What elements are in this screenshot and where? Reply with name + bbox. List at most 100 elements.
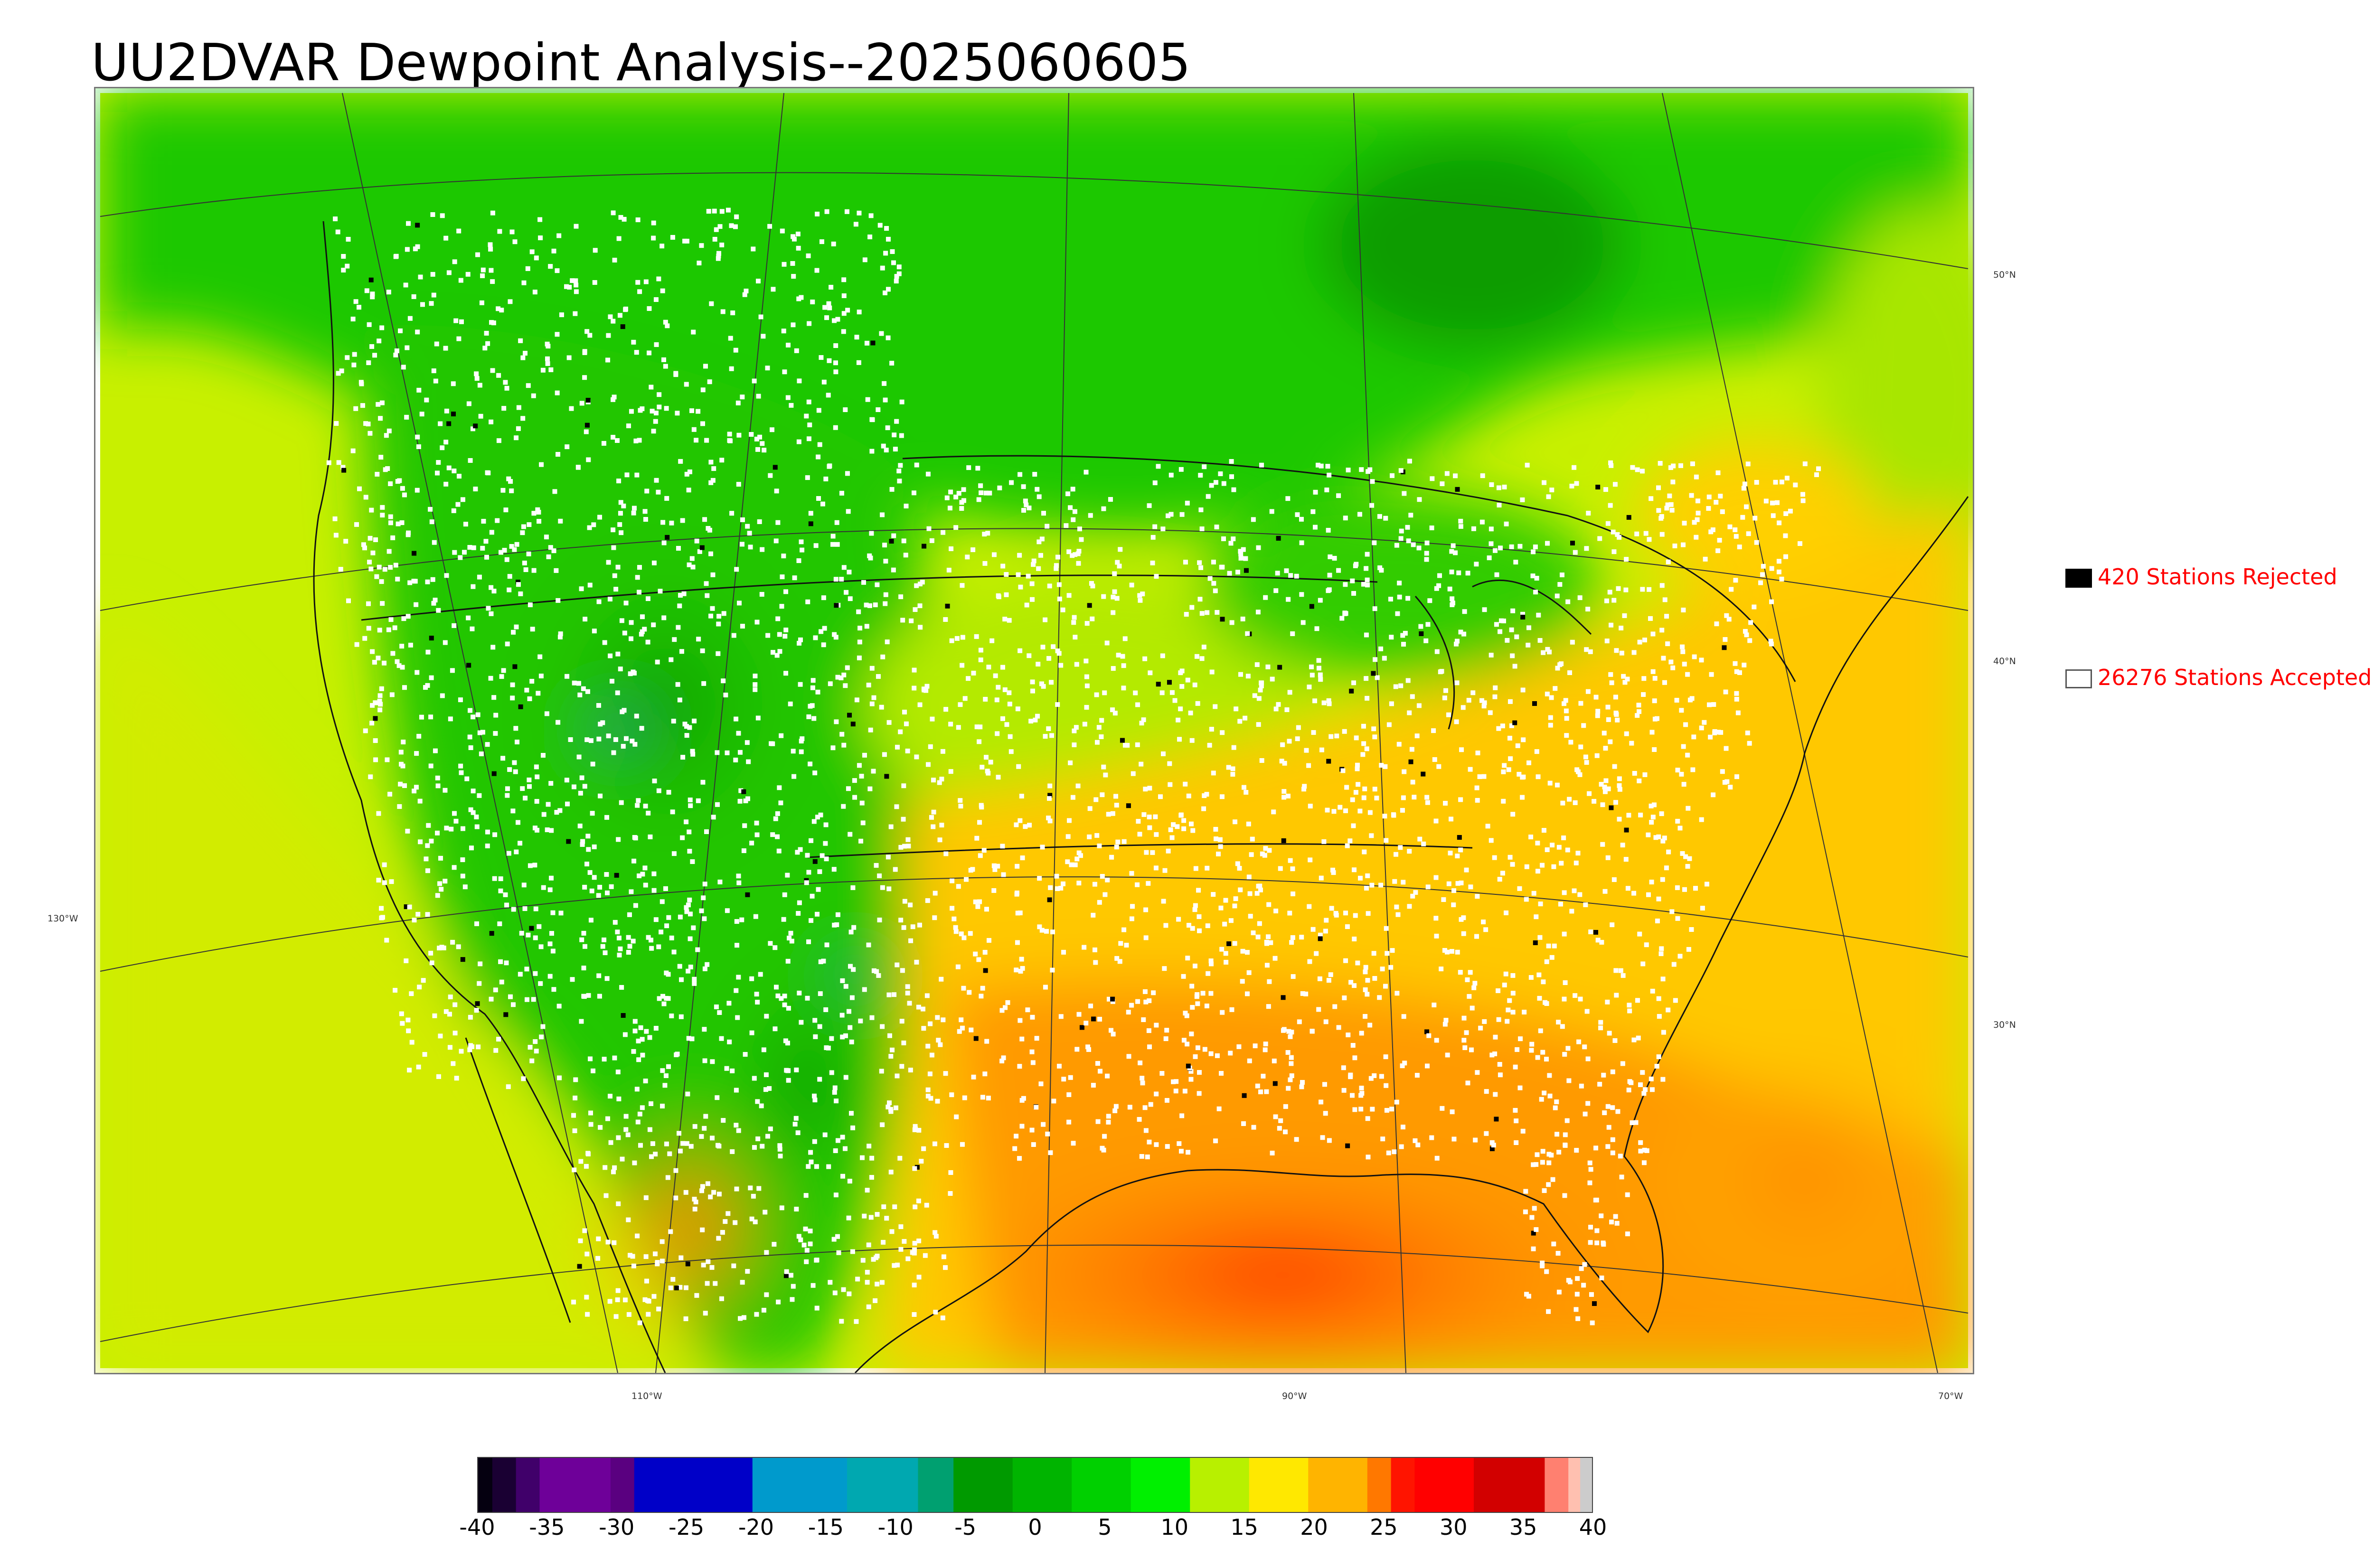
accepted-station-marker bbox=[388, 520, 393, 526]
accepted-station-marker bbox=[898, 463, 903, 468]
accepted-station-marker bbox=[1528, 835, 1534, 840]
accepted-station-marker bbox=[1031, 562, 1036, 567]
rejected-station-marker bbox=[884, 774, 889, 779]
accepted-station-marker bbox=[928, 1096, 933, 1101]
accepted-station-marker bbox=[874, 969, 879, 974]
accepted-station-marker bbox=[452, 469, 457, 474]
accepted-station-marker bbox=[701, 1262, 706, 1268]
accepted-station-marker bbox=[1281, 789, 1287, 794]
accepted-station-marker bbox=[474, 1008, 479, 1013]
accepted-station-marker bbox=[1558, 901, 1563, 907]
accepted-station-marker bbox=[1288, 1077, 1293, 1082]
accepted-station-marker bbox=[402, 783, 407, 788]
accepted-station-marker bbox=[1618, 968, 1623, 973]
accepted-station-marker bbox=[476, 1044, 481, 1050]
accepted-station-marker bbox=[1537, 995, 1542, 1001]
accepted-station-marker bbox=[1318, 677, 1323, 682]
accepted-station-marker bbox=[1597, 1081, 1602, 1087]
accepted-station-marker bbox=[840, 1135, 845, 1140]
accepted-station-marker bbox=[503, 507, 509, 513]
accepted-station-marker bbox=[928, 1021, 933, 1026]
accepted-station-marker bbox=[905, 984, 910, 989]
accepted-station-marker bbox=[824, 315, 829, 320]
accepted-station-marker bbox=[452, 865, 457, 870]
accepted-station-marker bbox=[686, 1036, 691, 1041]
accepted-station-marker bbox=[1036, 661, 1041, 667]
accepted-station-marker bbox=[1238, 555, 1244, 561]
accepted-station-marker bbox=[1641, 692, 1646, 697]
accepted-station-marker bbox=[425, 579, 430, 584]
accepted-station-marker bbox=[1365, 873, 1370, 878]
accepted-station-marker bbox=[1137, 1117, 1142, 1122]
accepted-station-marker bbox=[986, 1096, 991, 1101]
accepted-station-marker bbox=[1036, 539, 1042, 545]
accepted-station-marker bbox=[865, 1280, 870, 1285]
accepted-station-marker bbox=[815, 689, 820, 695]
accepted-station-marker bbox=[1769, 566, 1774, 571]
accepted-station-marker bbox=[611, 319, 616, 324]
accepted-station-marker bbox=[1555, 666, 1560, 671]
accepted-station-marker bbox=[1662, 836, 1667, 841]
accepted-station-marker bbox=[775, 616, 781, 621]
accepted-station-marker bbox=[336, 460, 341, 465]
accepted-station-marker bbox=[570, 278, 575, 283]
accepted-station-marker bbox=[719, 209, 725, 214]
accepted-station-marker bbox=[1173, 1089, 1178, 1094]
accepted-station-marker bbox=[828, 681, 833, 686]
accepted-station-marker bbox=[1112, 589, 1117, 594]
accepted-station-marker bbox=[670, 235, 675, 240]
accepted-station-marker bbox=[1587, 1160, 1592, 1165]
accepted-station-marker bbox=[1313, 489, 1318, 495]
accepted-station-marker bbox=[545, 361, 550, 366]
accepted-station-marker bbox=[749, 840, 754, 845]
graticule bbox=[100, 93, 1969, 1373]
accepted-station-marker bbox=[846, 1215, 851, 1221]
accepted-station-marker bbox=[638, 1143, 643, 1148]
accepted-station-marker bbox=[528, 602, 533, 608]
accepted-station-marker bbox=[1575, 1276, 1580, 1281]
accepted-station-marker bbox=[1656, 834, 1661, 839]
accepted-station-marker bbox=[615, 1070, 621, 1075]
accepted-station-marker bbox=[612, 394, 617, 400]
accepted-station-marker bbox=[1323, 1019, 1328, 1024]
accepted-station-marker bbox=[734, 1123, 739, 1128]
accepted-station-marker bbox=[1087, 806, 1093, 811]
accepted-station-marker bbox=[1017, 1018, 1023, 1023]
accepted-station-marker bbox=[1517, 544, 1523, 549]
accepted-station-marker bbox=[1564, 708, 1569, 714]
accepted-station-marker bbox=[1711, 702, 1716, 707]
accepted-station-marker bbox=[1142, 656, 1148, 661]
accepted-station-marker bbox=[508, 479, 513, 484]
accepted-station-marker bbox=[1388, 965, 1394, 970]
accepted-station-marker bbox=[490, 279, 495, 284]
accepted-station-marker bbox=[401, 740, 406, 745]
accepted-station-marker bbox=[1592, 798, 1597, 804]
accepted-station-marker bbox=[657, 404, 662, 410]
accepted-station-marker bbox=[1286, 1029, 1291, 1034]
accepted-station-marker bbox=[923, 1253, 928, 1258]
accepted-station-marker bbox=[631, 1263, 636, 1268]
accepted-station-marker bbox=[527, 777, 532, 782]
accepted-station-marker bbox=[1266, 934, 1271, 939]
accepted-station-marker bbox=[858, 838, 864, 844]
accepted-station-marker bbox=[1192, 682, 1197, 687]
accepted-station-marker bbox=[662, 1083, 668, 1088]
accepted-station-marker bbox=[616, 236, 622, 241]
accepted-station-marker bbox=[716, 256, 721, 261]
accepted-station-marker bbox=[709, 1265, 715, 1270]
accepted-station-marker bbox=[920, 1006, 925, 1012]
rejected-station-marker bbox=[451, 412, 456, 417]
accepted-station-marker bbox=[492, 876, 497, 881]
accepted-station-marker bbox=[1642, 1147, 1647, 1153]
accepted-station-marker bbox=[814, 1164, 819, 1169]
accepted-station-marker bbox=[949, 638, 954, 643]
accepted-station-marker bbox=[1198, 473, 1203, 478]
accepted-station-marker bbox=[1307, 685, 1312, 690]
accepted-station-marker bbox=[363, 421, 368, 426]
accepted-station-marker bbox=[817, 869, 822, 874]
accepted-station-marker bbox=[690, 564, 696, 570]
accepted-station-marker bbox=[1092, 882, 1097, 887]
accepted-station-marker bbox=[790, 1297, 795, 1302]
accepted-station-marker bbox=[1263, 1042, 1268, 1047]
accepted-station-marker bbox=[1181, 818, 1187, 823]
